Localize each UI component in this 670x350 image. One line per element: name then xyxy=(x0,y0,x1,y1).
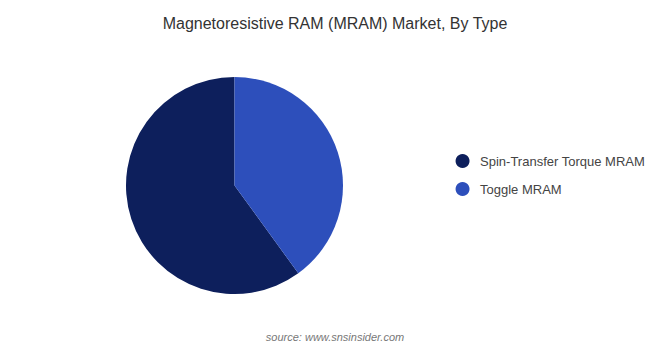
svg-text:Magnetoresistive RAM (MRAM) Ma: Magnetoresistive RAM (MRAM) Market, By T… xyxy=(163,15,508,32)
svg-text:source: www.snsinsider.com: source: www.snsinsider.com xyxy=(266,331,404,343)
svg-text:Spin-Transfer Torque MRAM: Spin-Transfer Torque MRAM xyxy=(480,154,645,169)
svg-text:Toggle MRAM: Toggle MRAM xyxy=(480,182,562,197)
